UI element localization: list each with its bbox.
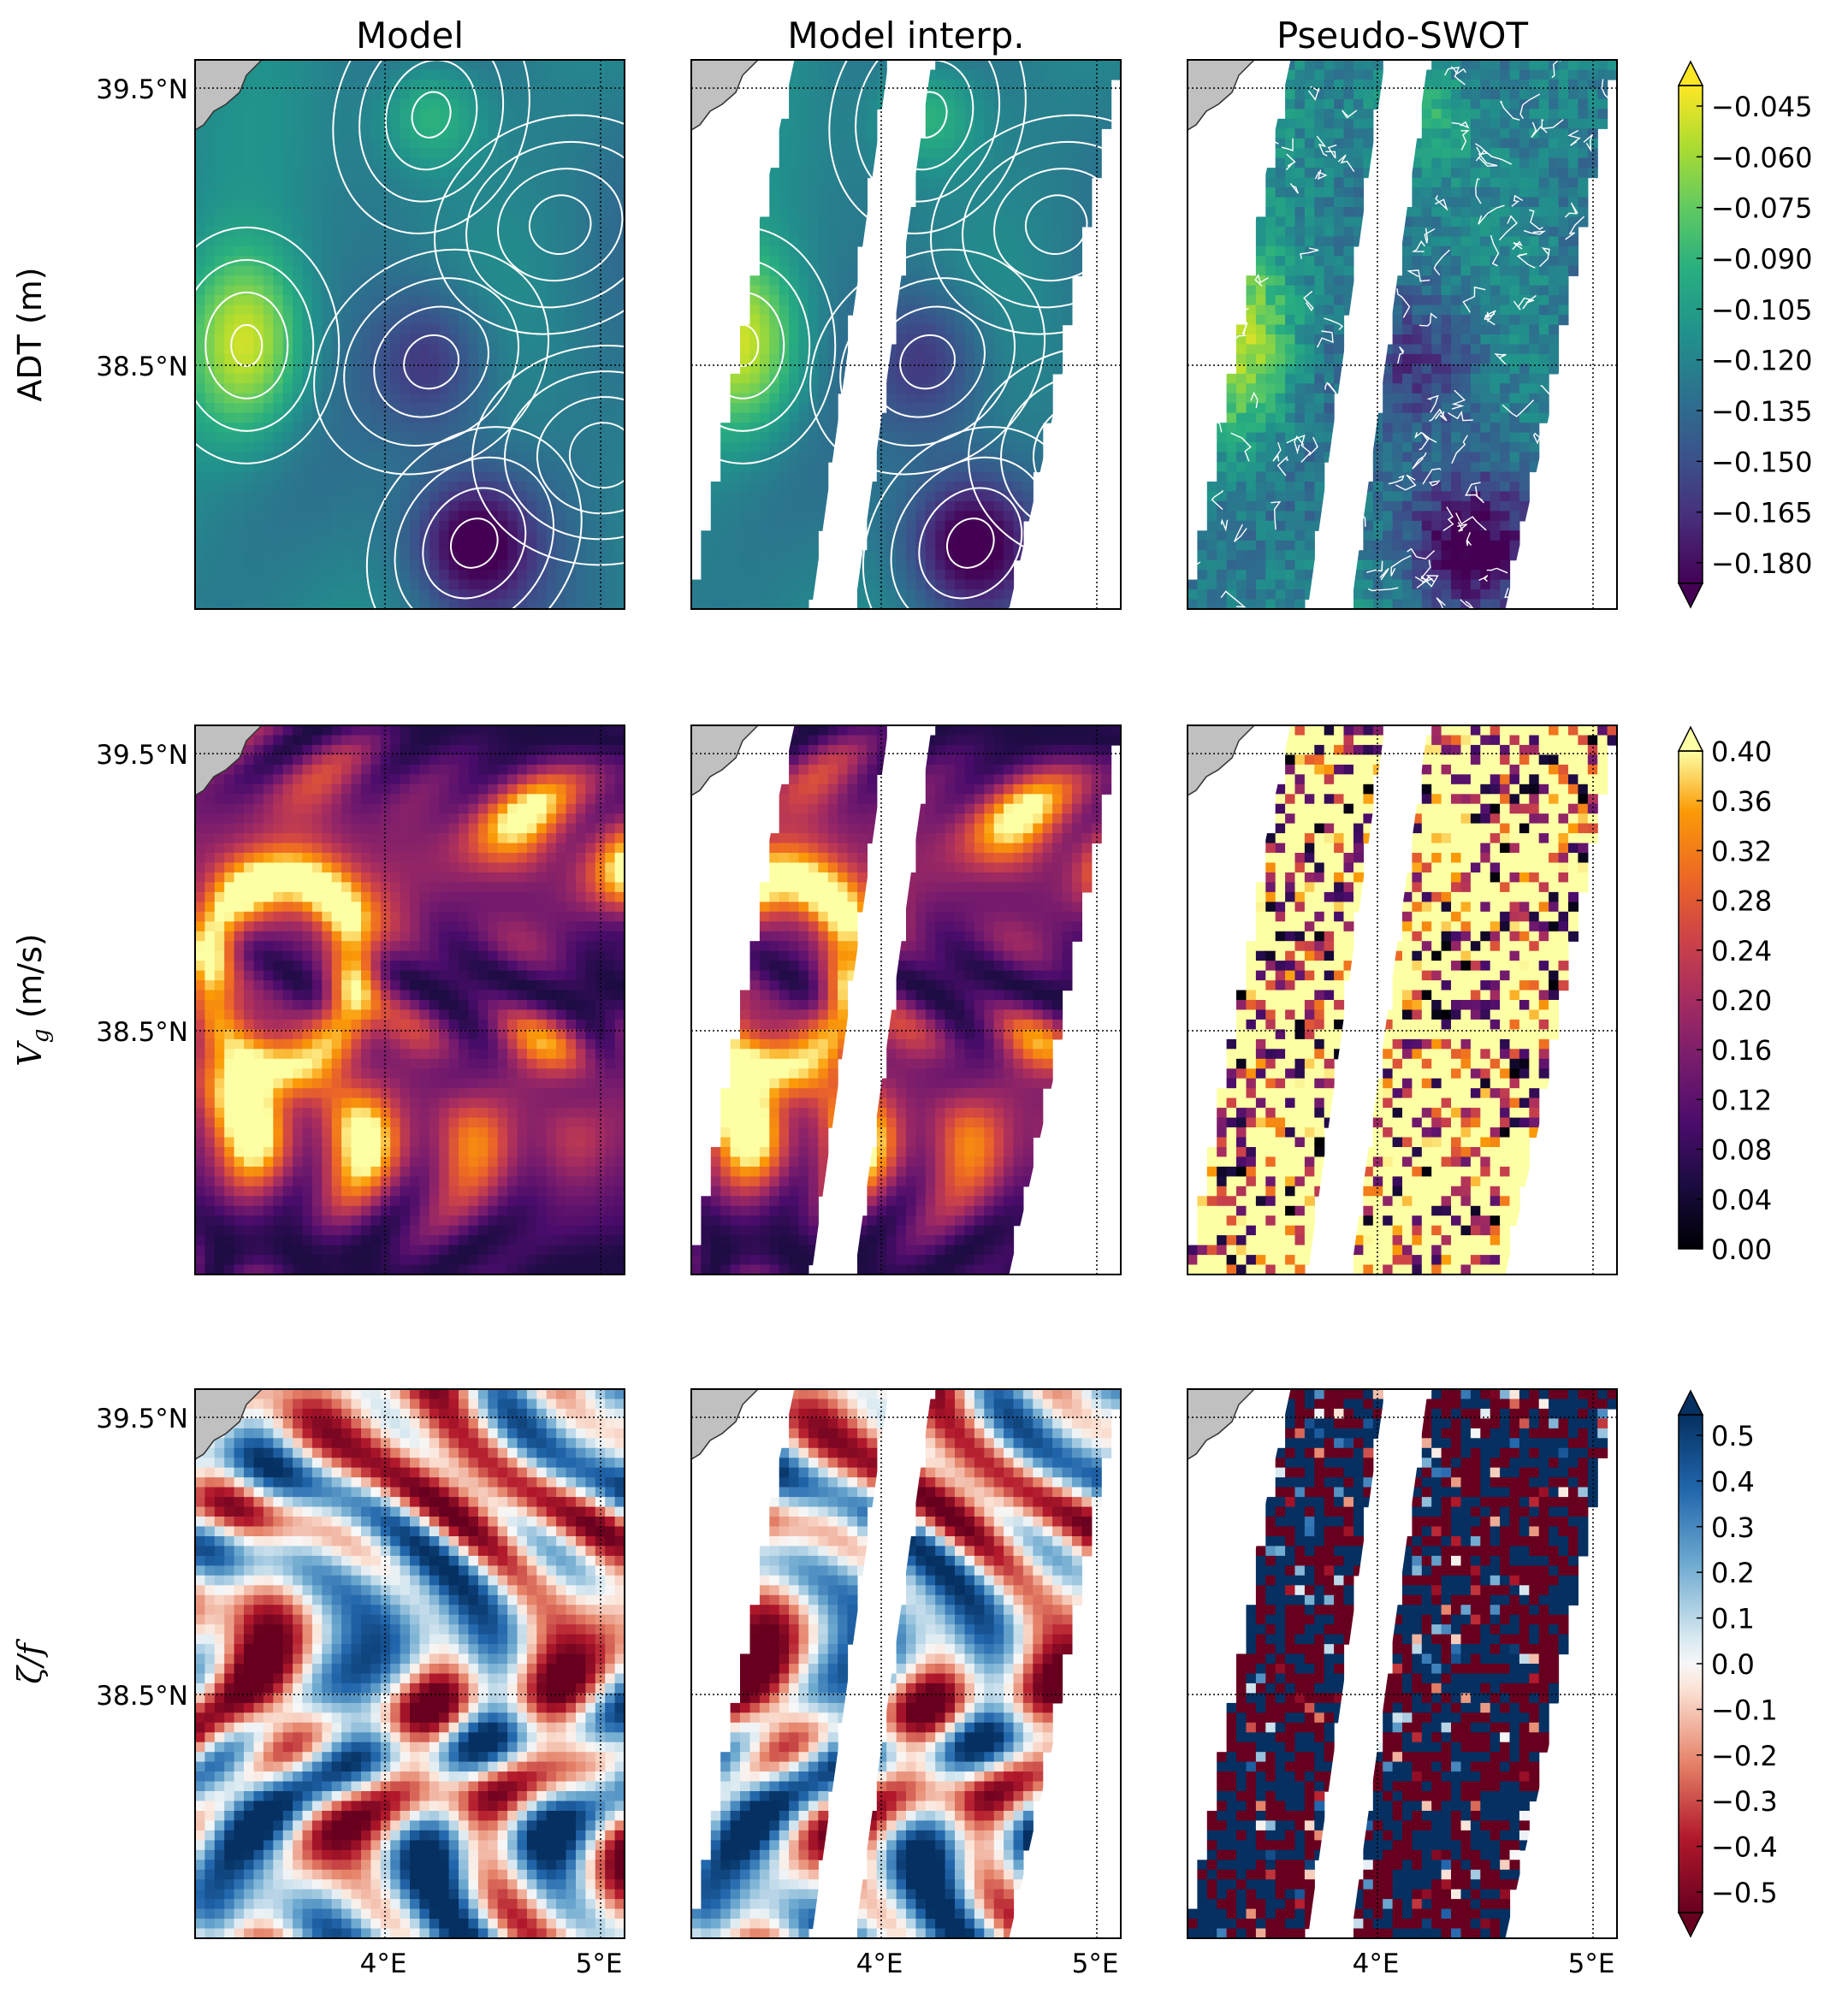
colorbar-gradient [1679,86,1703,583]
y-tick-label: 38.5°N [96,352,188,382]
panel-frame [1187,59,1618,610]
colorbar-tick-label: −0.075 [1711,192,1812,225]
colorbar-tick-label: −0.045 [1711,91,1812,123]
field-cells [691,60,1121,609]
land-mask [1187,724,1256,797]
x-tick-label: 4°E [360,1949,407,1979]
land-mask [1187,59,1256,132]
column-title: Model interp. [787,15,1024,56]
panel-frame [194,1388,625,1939]
field-cells [195,1389,625,1938]
colorbar-tick-label: −0.135 [1711,395,1812,428]
x-tick-label: 4°E [1353,1949,1400,1979]
field-cells [1188,1389,1617,1938]
colorbar-tick-label: 0.5 [1711,1420,1755,1452]
land-mask [194,724,264,797]
colorbar-extend-max [1677,1389,1704,1416]
x-tick-label: 5°E [576,1949,623,1979]
colorbar-r1: 0.40 0.36 0.32 0.28 0.24 0.20 0.16 0.12 0.08 0.04… [1677,725,1772,1266]
panel-frame [690,724,1122,1275]
row-label-vg: Vg (m/s) [11,933,54,1066]
colorbar-tick-label: 0.04 [1711,1184,1772,1216]
colorbar-tick-label: 0.16 [1711,1034,1772,1067]
panel-r2-c1: 4°E 5°E [690,1388,1122,1979]
colorbar-tick-label: −0.180 [1711,547,1812,580]
colorbar-tick-label: 0.32 [1711,835,1772,867]
colorbar-tick-label: 0.00 [1711,1233,1772,1266]
y-tick-label: 39.5°N [96,74,188,105]
row-label-vorticity: ζ/f [11,1638,49,1683]
panel-frame [690,1388,1122,1939]
panel-r1-c0: 39.5°N 38.5°N [96,724,625,1275]
colorbar-tick-label: −0.090 [1711,243,1812,275]
colorbar-tick-label: 0.40 [1711,736,1772,768]
field-cells [691,725,1121,1274]
colorbar-tick-label: −0.2 [1711,1740,1778,1772]
field-cells [195,60,625,609]
y-tick-label: 38.5°N [96,1017,188,1048]
land-mask [194,59,264,132]
colorbar-tick-label: 0.12 [1711,1084,1772,1116]
panel-r2-c2: 4°E 5°E [1187,1388,1618,1979]
contour-lines [1188,60,1617,609]
land-mask [690,1388,760,1461]
colorbar-tick-label: 0.28 [1711,885,1772,918]
column-title: Model [356,15,464,56]
colorbar-tick-label: 0.2 [1711,1557,1755,1589]
contour-lines [195,60,625,609]
colorbar-tick-label: −0.3 [1711,1785,1778,1818]
panel-frame [1187,724,1618,1275]
panel-r0-c1: Model interp. [690,15,1122,610]
colorbar-extend-min [1677,583,1704,609]
colorbar-tick-label: 0.24 [1711,935,1772,967]
y-tick-label: 39.5°N [96,1404,188,1434]
column-title: Pseudo-SWOT [1276,15,1528,56]
land-mask [1187,1388,1256,1461]
colorbar-extend-min [1677,1912,1704,1938]
panel-frame [690,59,1122,610]
x-tick-label: 4°E [856,1949,903,1979]
colorbar-tick-label: −0.1 [1711,1694,1778,1726]
colorbar-tick-label: −0.165 [1711,497,1812,529]
panel-frame [194,59,625,610]
colorbar-extend-max [1677,725,1704,752]
colorbar-r0: −0.045 −0.060 −0.075 −0.090 −0.105 −0.120 −0.1… [1677,60,1812,609]
colorbar-tick-label: −0.5 [1711,1877,1778,1909]
colorbar-frame [1678,85,1703,584]
land-mask [194,1388,264,1461]
colorbar-tick-label: 0.08 [1711,1134,1772,1167]
colorbar-tick-label: 0.4 [1711,1465,1755,1498]
colorbar-r2: 0.5 0.4 0.3 0.2 0.1 0.0 −0.1 −0.2 −0.3 −0.4 −0.5 [1677,1389,1778,1938]
panel-r1-c2 [1187,724,1618,1275]
x-tick-label: 5°E [1072,1949,1119,1979]
land-mask [690,59,760,132]
colorbar-tick-label: −0.4 [1711,1831,1778,1864]
field-cells [691,1389,1121,1938]
panel-r0-c2: Pseudo-SWOT [1187,15,1618,610]
colorbar-tick-label: 0.1 [1711,1603,1755,1635]
y-tick-label: 39.5°N [96,740,188,771]
colorbar-tick-label: −0.120 [1711,345,1812,377]
colorbar-tick-label: 0.3 [1711,1511,1755,1544]
panel-frame [194,724,625,1275]
row-label-adt: ADT (m) [11,267,49,401]
colorbar-tick-label: 0.20 [1711,985,1772,1017]
x-tick-label: 5°E [1568,1949,1615,1979]
colorbar-tick-label: −0.060 [1711,141,1812,174]
panel-r2-c0: 39.5°N 38.5°N 4°E 5°E [96,1388,625,1979]
panel-frame [1187,1388,1618,1939]
panel-r0-c0: 39.5°N 38.5°N Model [96,15,625,610]
field-cells [1188,60,1617,609]
colorbar-extend-max [1677,60,1704,86]
field-cells [195,725,625,1274]
colorbar-tick-label: 0.0 [1711,1648,1755,1681]
field-cells [1188,725,1617,1274]
colorbar-tick-label: −0.105 [1711,293,1812,326]
colorbar-tick-label: 0.36 [1711,785,1772,818]
colorbar-tick-label: −0.150 [1711,446,1812,478]
panel-r1-c1 [690,724,1122,1275]
land-mask [690,724,760,797]
y-tick-label: 38.5°N [96,1681,188,1712]
